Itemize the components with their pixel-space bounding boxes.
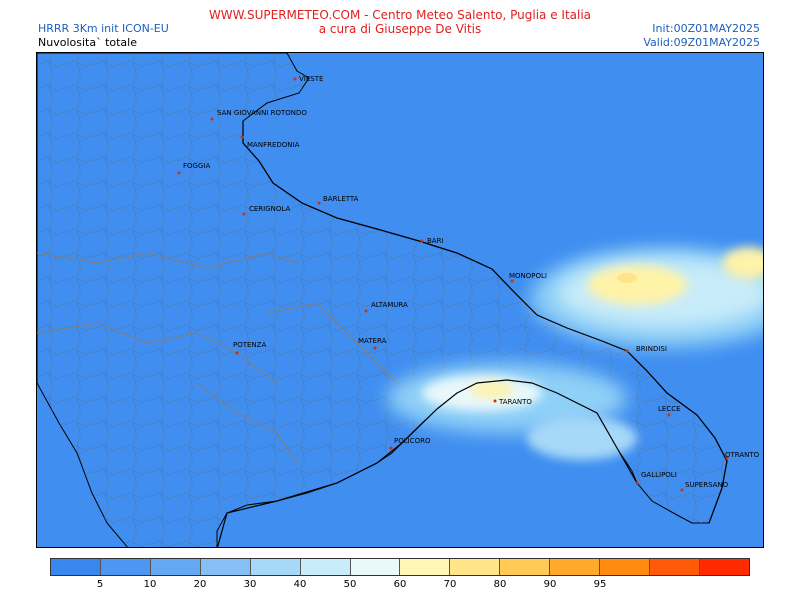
legend-swatch (250, 559, 301, 575)
svg-text:BRINDISI: BRINDISI (636, 345, 667, 353)
city-taranto: TARANTO (493, 398, 532, 406)
color-scale-ticks: 5 10 20 30 40 50 60 70 80 90 95 (50, 579, 750, 593)
legend-tick-label: 60 (393, 579, 407, 590)
svg-text:CERIGNOLA: CERIGNOLA (249, 205, 290, 213)
legend-swatch (51, 559, 101, 575)
svg-text:SUPERSANO: SUPERSANO (685, 481, 729, 489)
legend-swatch (100, 559, 151, 575)
legend-swatch (200, 559, 251, 575)
legend-swatch (450, 559, 501, 575)
city-otranto: OTRANTO (725, 451, 760, 460)
cloud-cover-map: VIESTE SAN GIOVANNI ROTONDO MANFREDONIA … (36, 52, 764, 548)
svg-text:ALTAMURA: ALTAMURA (371, 301, 408, 309)
valid-time: Valid:09Z01MAY2025 (643, 36, 760, 49)
legend-swatch (600, 559, 651, 575)
legend-tick-label: 95 (593, 579, 607, 590)
legend-tick-label: 80 (493, 579, 507, 590)
legend-tick-label: 30 (243, 579, 257, 590)
city-policoro: POLICORO (389, 437, 431, 450)
legend-swatch (500, 559, 551, 575)
svg-text:MATERA: MATERA (358, 337, 387, 345)
legend-swatch (150, 559, 201, 575)
cloud-cover-field (387, 247, 763, 460)
city-san-giovanni-rotondo: SAN GIOVANNI ROTONDO (210, 109, 307, 121)
model-info: HRRR 3Km init ICON-EU (38, 22, 169, 35)
city-vieste: VIESTE (293, 75, 323, 83)
svg-text:POLICORO: POLICORO (394, 437, 431, 445)
legend-swatch (550, 559, 601, 575)
legend-swatch (400, 559, 451, 575)
field-name: Nuvolosita` totale (38, 36, 137, 49)
svg-text:BARI: BARI (427, 237, 444, 245)
city-altamura: ALTAMURA (364, 301, 408, 313)
city-foggia: FOGGIA (177, 162, 210, 175)
city-potenza: POTENZA (233, 341, 266, 355)
coastline (242, 121, 728, 524)
svg-text:POTENZA: POTENZA (233, 341, 266, 349)
svg-text:SAN GIOVANNI ROTONDO: SAN GIOVANNI ROTONDO (217, 109, 307, 117)
svg-text:MONOPOLI: MONOPOLI (509, 272, 547, 280)
legend-tick-label: 40 (293, 579, 307, 590)
city-matera: MATERA (358, 337, 387, 350)
svg-text:LECCE: LECCE (658, 405, 681, 413)
svg-text:VIESTE: VIESTE (299, 75, 323, 83)
legend-tick-label: 50 (343, 579, 357, 590)
legend-swatch (300, 559, 351, 575)
city-bari: BARI (420, 237, 444, 245)
city-barletta: BARLETTA (317, 195, 359, 205)
legend-tick-label: 70 (443, 579, 457, 590)
init-time: Init:00Z01MAY2025 (652, 22, 760, 35)
city-supersano: SUPERSANO (680, 481, 729, 492)
legend-tick-label: 5 (96, 579, 104, 590)
site-author: a cura di Giuseppe De Vitis (318, 22, 482, 36)
gulf-of-taranto-coast (216, 379, 638, 547)
city-labels: VIESTE SAN GIOVANNI ROTONDO MANFREDONIA … (177, 75, 760, 492)
legend-tick-label: 90 (543, 579, 557, 590)
legend-swatch (699, 559, 749, 575)
svg-text:TARANTO: TARANTO (498, 398, 532, 406)
legend-tick-label: 10 (143, 579, 157, 590)
legend-swatch (350, 559, 401, 575)
city-manfredonia: MANFREDONIA (240, 135, 300, 149)
svg-text:BARLETTA: BARLETTA (323, 195, 359, 203)
svg-text:MANFREDONIA: MANFREDONIA (247, 141, 300, 149)
svg-text:OTRANTO: OTRANTO (725, 451, 760, 459)
legend-swatch (650, 559, 700, 575)
color-scale-legend (50, 558, 750, 576)
city-gallipoli: GALLIPOLI (635, 471, 677, 485)
svg-text:FOGGIA: FOGGIA (183, 162, 210, 170)
map-canvas: VIESTE SAN GIOVANNI ROTONDO MANFREDONIA … (37, 53, 763, 547)
city-cerignola: CERIGNOLA (242, 205, 290, 216)
legend-tick-label: 20 (193, 579, 207, 590)
city-lecce: LECCE (658, 405, 681, 417)
site-title: WWW.SUPERMETEO.COM - Centro Meteo Salent… (208, 8, 592, 22)
city-monopoli: MONOPOLI (509, 272, 547, 283)
city-brindisi: BRINDISI (625, 345, 667, 353)
svg-text:GALLIPOLI: GALLIPOLI (641, 471, 677, 479)
